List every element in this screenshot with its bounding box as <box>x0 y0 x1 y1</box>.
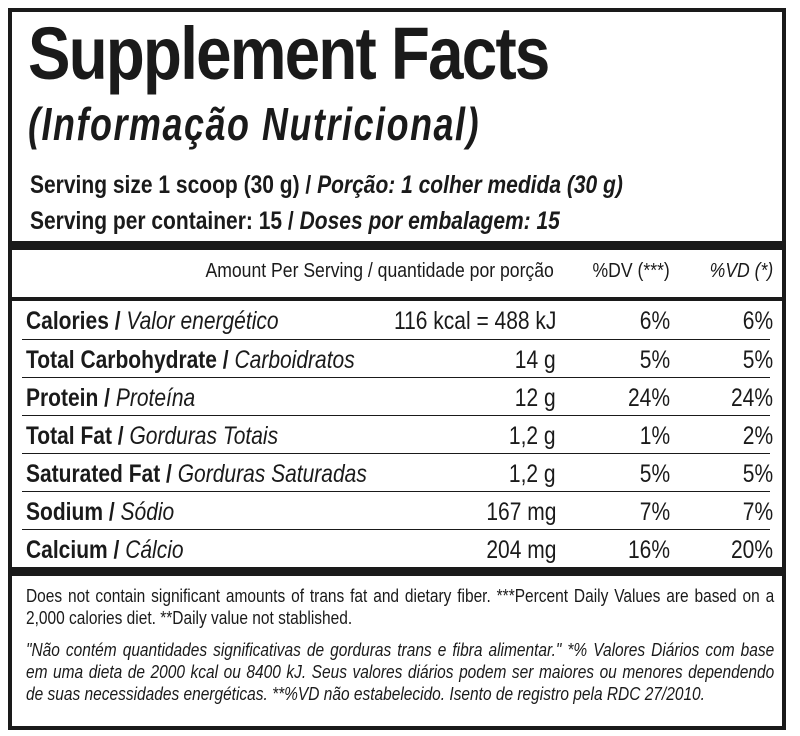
nutrient-name-en: Total Carbohydrate <box>26 346 217 374</box>
divider-header <box>12 297 782 301</box>
nutrient-row-calcium: Calcium / Cálcio 204 mg 16% 20% <box>12 530 782 568</box>
nutrient-vd: 20% <box>730 536 773 564</box>
nutrient-name: Calcium / Cálcio <box>26 536 184 564</box>
nutrient-vd: 5% <box>742 460 773 488</box>
nutrient-amount: 116 kcal = 488 kJ <box>393 307 556 335</box>
nutrient-name-pt: Gorduras Totais <box>129 422 279 450</box>
nutrient-dv: 7% <box>639 498 670 526</box>
row-divider <box>22 415 770 416</box>
nutrient-row-total-fat: Total Fat / Gorduras Totais 1,2 g 1% 2% <box>12 416 782 454</box>
nutrient-name-en: Calcium <box>26 536 108 564</box>
servings-per-container-separator: / <box>282 207 300 235</box>
divider-thick-bottom <box>12 567 782 576</box>
nutrient-name-en: Calories <box>26 307 109 335</box>
nutrient-name: Total Carbohydrate / Carboidratos <box>26 346 355 374</box>
nutrient-row-sodium: Sodium / Sódio 167 mg 7% 7% <box>12 492 782 530</box>
nutrient-dv: 5% <box>639 346 670 374</box>
row-divider <box>22 339 770 340</box>
row-divider <box>22 491 770 492</box>
nutrient-dv: 1% <box>639 422 670 450</box>
nutrient-name-en: Total Fat <box>26 422 112 450</box>
nutrient-amount: 1,2 g <box>509 422 556 450</box>
nutrient-row-protein: Protein / Proteína 12 g 24% 24% <box>12 378 782 416</box>
nutrient-row-carbohydrate: Total Carbohydrate / Carboidratos 14 g 5… <box>12 340 782 378</box>
nutrient-amount: 14 g <box>515 346 556 374</box>
servings-per-container-pt: Doses por embalagem: 15 <box>299 207 560 235</box>
nutrient-amount: 204 mg <box>485 536 556 564</box>
nutrient-name: Sodium / Sódio <box>26 498 175 526</box>
nutrient-name: Protein / Proteína <box>26 384 196 412</box>
nutrient-name-en: Saturated Fat <box>26 460 161 488</box>
nutrient-vd: 24% <box>730 384 773 412</box>
nutrient-name: Saturated Fat / Gorduras Saturadas <box>26 460 367 488</box>
nutrient-row-saturated-fat: Saturated Fat / Gorduras Saturadas 1,2 g… <box>12 454 782 492</box>
header-daily-value: %DV (***) <box>592 260 670 282</box>
footnote-portuguese: "Não contém quantidades significativas d… <box>26 640 775 704</box>
serving-size-separator: / <box>299 171 318 199</box>
header-amount-per-serving: Amount Per Serving / quantidade por porç… <box>205 260 554 282</box>
nutrient-name-pt: Valor energético <box>126 307 279 335</box>
nutrient-amount: 167 mg <box>485 498 556 526</box>
nutrient-vd: 6% <box>742 307 773 335</box>
nutrient-dv: 24% <box>627 384 670 412</box>
nutrient-dv: 16% <box>627 536 670 564</box>
panel-subtitle: (Informação Nutricional) <box>28 98 481 150</box>
serving-size: Serving size 1 scoop (30 g) / Porção: 1 … <box>30 170 623 200</box>
serving-size-en: Serving size 1 scoop (30 g) <box>30 171 300 199</box>
nutrient-name-pt: Sódio <box>120 498 175 526</box>
footnote-english: Does not contain significant amounts of … <box>26 586 775 628</box>
nutrient-name-pt: Cálcio <box>125 536 184 564</box>
nutrient-dv: 6% <box>639 307 670 335</box>
nutrient-row-calories: Calories / Valor energético 116 kcal = 4… <box>12 301 782 339</box>
nutrient-name-pt: Carboidratos <box>234 346 355 374</box>
nutrient-amount: 12 g <box>515 384 556 412</box>
divider-thick-top <box>12 241 782 250</box>
nutrient-vd: 7% <box>742 498 773 526</box>
nutrient-vd: 5% <box>742 346 773 374</box>
row-divider <box>22 529 770 530</box>
serving-size-pt: Porção: 1 colher medida (30 g) <box>317 171 623 199</box>
nutrient-name-en: Protein <box>26 384 99 412</box>
nutrient-name-en: Sodium <box>26 498 104 526</box>
nutrient-name-pt: Proteína <box>115 384 196 412</box>
nutrient-name-pt: Gorduras Saturadas <box>177 460 367 488</box>
servings-per-container: Serving per container: 15 / Doses por em… <box>30 206 560 236</box>
row-divider <box>22 453 770 454</box>
servings-per-container-en: Serving per container: 15 <box>30 207 283 235</box>
nutrient-name: Calories / Valor energético <box>26 307 279 335</box>
nutrient-amount: 1,2 g <box>509 460 556 488</box>
panel-title: Supplement Facts <box>28 12 550 95</box>
row-divider <box>22 377 770 378</box>
header-valor-diario: %VD (*) <box>709 260 773 282</box>
nutrient-vd: 2% <box>742 422 773 450</box>
supplement-facts-panel: Supplement Facts (Informação Nutricional… <box>8 8 786 730</box>
nutrient-dv: 5% <box>639 460 670 488</box>
nutrient-name: Total Fat / Gorduras Totais <box>26 422 279 450</box>
